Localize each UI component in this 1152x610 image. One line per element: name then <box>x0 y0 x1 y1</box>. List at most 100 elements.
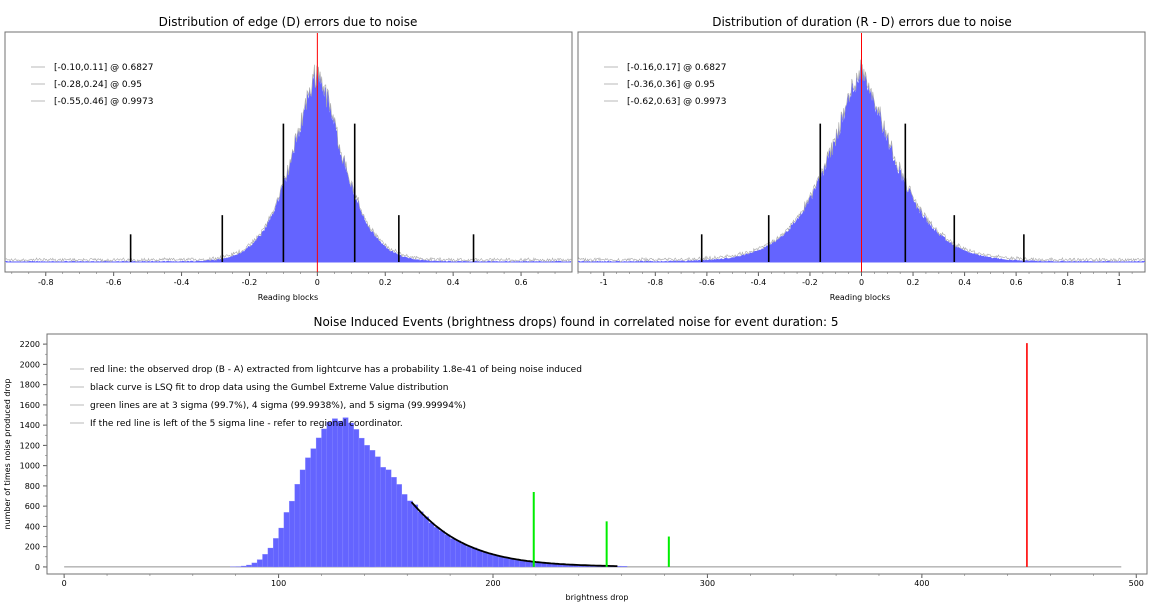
chart3-y-tick-label-5: 1000 <box>20 462 40 471</box>
chart3-legend-entry-1: black curve is LSQ fit to drop data usin… <box>90 383 448 393</box>
chart3-histogram-bar <box>279 528 284 567</box>
chart3-x-tick-label-2: 200 <box>485 579 500 588</box>
chart3-y-tick-label-4: 800 <box>25 482 40 491</box>
chart3-histogram-bar <box>343 418 348 567</box>
chart3-histogram-bar <box>295 484 300 567</box>
chart3-x-tick-label-5: 500 <box>1129 579 1144 588</box>
chart3-histogram-bar <box>289 501 294 567</box>
chart3-histogram-bar <box>514 560 519 567</box>
chart3-histogram-bar <box>493 555 498 567</box>
chart2-x-tick-label-6: 0.2 <box>907 278 920 287</box>
chart1-x-tick-label-7: 0.6 <box>515 278 528 287</box>
chart2-x-tick-label-4: -0.2 <box>802 278 818 287</box>
chart2-legend-entry-2: [-0.62,0.63] @ 0.9973 <box>627 97 726 107</box>
chart3-histogram-bar <box>418 512 423 567</box>
chart3-histogram-bar <box>391 477 396 567</box>
chart3-histogram-bar <box>311 449 316 567</box>
chart3-histogram-bar <box>488 554 493 567</box>
chart2-x-tick-label-10: 1 <box>1117 278 1122 287</box>
chart1-legend-entry-1: [-0.28,0.24] @ 0.95 <box>54 80 142 90</box>
chart3-y-tick-label-7: 1400 <box>20 421 40 430</box>
chart3-histogram-bar <box>407 501 412 567</box>
chart3-histogram-bar <box>332 419 337 567</box>
chart3-histogram-bar <box>622 566 627 567</box>
chart3-histogram-bar <box>482 553 487 567</box>
chart3-legend-entry-2: green lines are at 3 sigma (99.7%), 4 si… <box>90 401 466 411</box>
chart3-title: Noise Induced Events (brightness drops) … <box>313 315 838 329</box>
chart3-histogram-bar <box>397 484 402 567</box>
chart3-y-tick-label-3: 600 <box>25 502 40 511</box>
chart2-x-tick-label-9: 0.8 <box>1061 278 1074 287</box>
chart3-histogram-bar <box>354 429 359 567</box>
chart3-histogram-bar <box>364 445 369 567</box>
chart3-y-tick-label-10: 2000 <box>20 360 40 369</box>
chart3-y-tick-label-6: 1200 <box>20 441 40 450</box>
chart3-y-tick-label-2: 400 <box>25 522 40 531</box>
chart3-histogram-bar <box>461 544 466 567</box>
chart3-histogram-bar <box>338 421 343 567</box>
chart2-title: Distribution of duration (R - D) errors … <box>712 15 1012 29</box>
chart3-x-tick-label-3: 300 <box>700 579 715 588</box>
chart3-histogram-bar <box>327 422 332 567</box>
chart3-histogram-bar <box>273 538 278 567</box>
chart3-y-tick-label-9: 1800 <box>20 381 40 390</box>
chart3-histogram-bar <box>429 523 434 567</box>
chart1-x-tick-label-0: -0.8 <box>38 278 54 287</box>
chart3-histogram-bar <box>252 563 257 567</box>
chart3-histogram-bar <box>316 438 321 567</box>
chart2-x-tick-label-3: -0.4 <box>751 278 767 287</box>
chart3-histogram-bar <box>300 470 305 567</box>
chart3-x-tick-label-1: 100 <box>271 579 286 588</box>
chart3-histogram-bar <box>348 423 353 567</box>
chart3-histogram-bar <box>359 438 364 567</box>
chart2-x-axis-label: Reading blocks <box>830 293 890 302</box>
chart3-histogram-bar <box>402 494 407 567</box>
chart3-histogram-bar <box>423 517 428 567</box>
chart3-histogram-bar <box>375 457 380 567</box>
chart1-legend-entry-0: [-0.10,0.11] @ 0.6827 <box>54 63 153 73</box>
chart3-histogram-bar <box>284 512 289 567</box>
chart1-x-tick-label-1: -0.6 <box>106 278 122 287</box>
chart2-x-tick-label-2: -0.6 <box>699 278 715 287</box>
chart3-x-tick-label-4: 400 <box>914 579 929 588</box>
chart1-x-tick-label-3: -0.2 <box>242 278 258 287</box>
chart3-histogram-bar <box>466 546 471 567</box>
chart3-histogram-bar <box>263 554 268 567</box>
chart3-legend-entry-3: If the red line is left of the 5 sigma l… <box>90 419 403 429</box>
chart3-histogram-bar <box>456 541 461 567</box>
chart1-legend-entry-2: [-0.55,0.46] @ 0.9973 <box>54 97 153 107</box>
chart3-y-tick-label-0: 0 <box>35 563 40 572</box>
chart3-histogram-bar <box>386 470 391 567</box>
chart3-histogram-bar <box>477 550 482 567</box>
chart1-x-tick-label-2: -0.4 <box>174 278 190 287</box>
chart3-histogram-bar <box>268 548 273 567</box>
chart2-legend-entry-1: [-0.36,0.36] @ 0.95 <box>627 80 715 90</box>
chart3-histogram-bar <box>241 566 246 567</box>
chart3-y-tick-label-1: 200 <box>25 543 40 552</box>
chart3-x-tick-label-0: 0 <box>62 579 67 588</box>
chart3-legend-entry-0: red line: the observed drop (B - A) extr… <box>90 365 582 375</box>
chart2-legend-entry-0: [-0.16,0.17] @ 0.6827 <box>627 63 726 73</box>
chart3-y-axis-label: number of times noise produced drop <box>3 379 12 530</box>
chart1-x-axis-label: Reading blocks <box>258 293 318 302</box>
chart1-title: Distribution of edge (D) errors due to n… <box>159 15 418 29</box>
chart1-x-tick-label-6: 0.4 <box>447 278 460 287</box>
chart2-x-tick-label-0: -1 <box>600 278 608 287</box>
chart3-histogram-bar <box>246 565 251 567</box>
chart2-x-tick-label-1: -0.8 <box>648 278 664 287</box>
chart3-histogram-bar <box>305 458 310 567</box>
chart3-histogram-bar <box>413 505 418 567</box>
chart3-histogram-bar <box>450 539 455 567</box>
chart3-histogram-bar <box>257 560 262 567</box>
chart2-x-tick-label-7: 0.4 <box>958 278 971 287</box>
chart3-histogram-bar <box>509 559 514 567</box>
chart3-histogram-bar <box>434 527 439 567</box>
chart3-histogram-bar <box>472 548 477 567</box>
chart3-histogram-bar <box>322 429 327 567</box>
chart3-histogram-bar <box>380 467 385 567</box>
chart1-x-tick-label-5: 0.2 <box>379 278 392 287</box>
chart1-x-tick-label-4: 0 <box>315 278 320 287</box>
chart2-x-tick-label-5: 0 <box>859 278 864 287</box>
chart2-x-tick-label-8: 0.6 <box>1010 278 1023 287</box>
